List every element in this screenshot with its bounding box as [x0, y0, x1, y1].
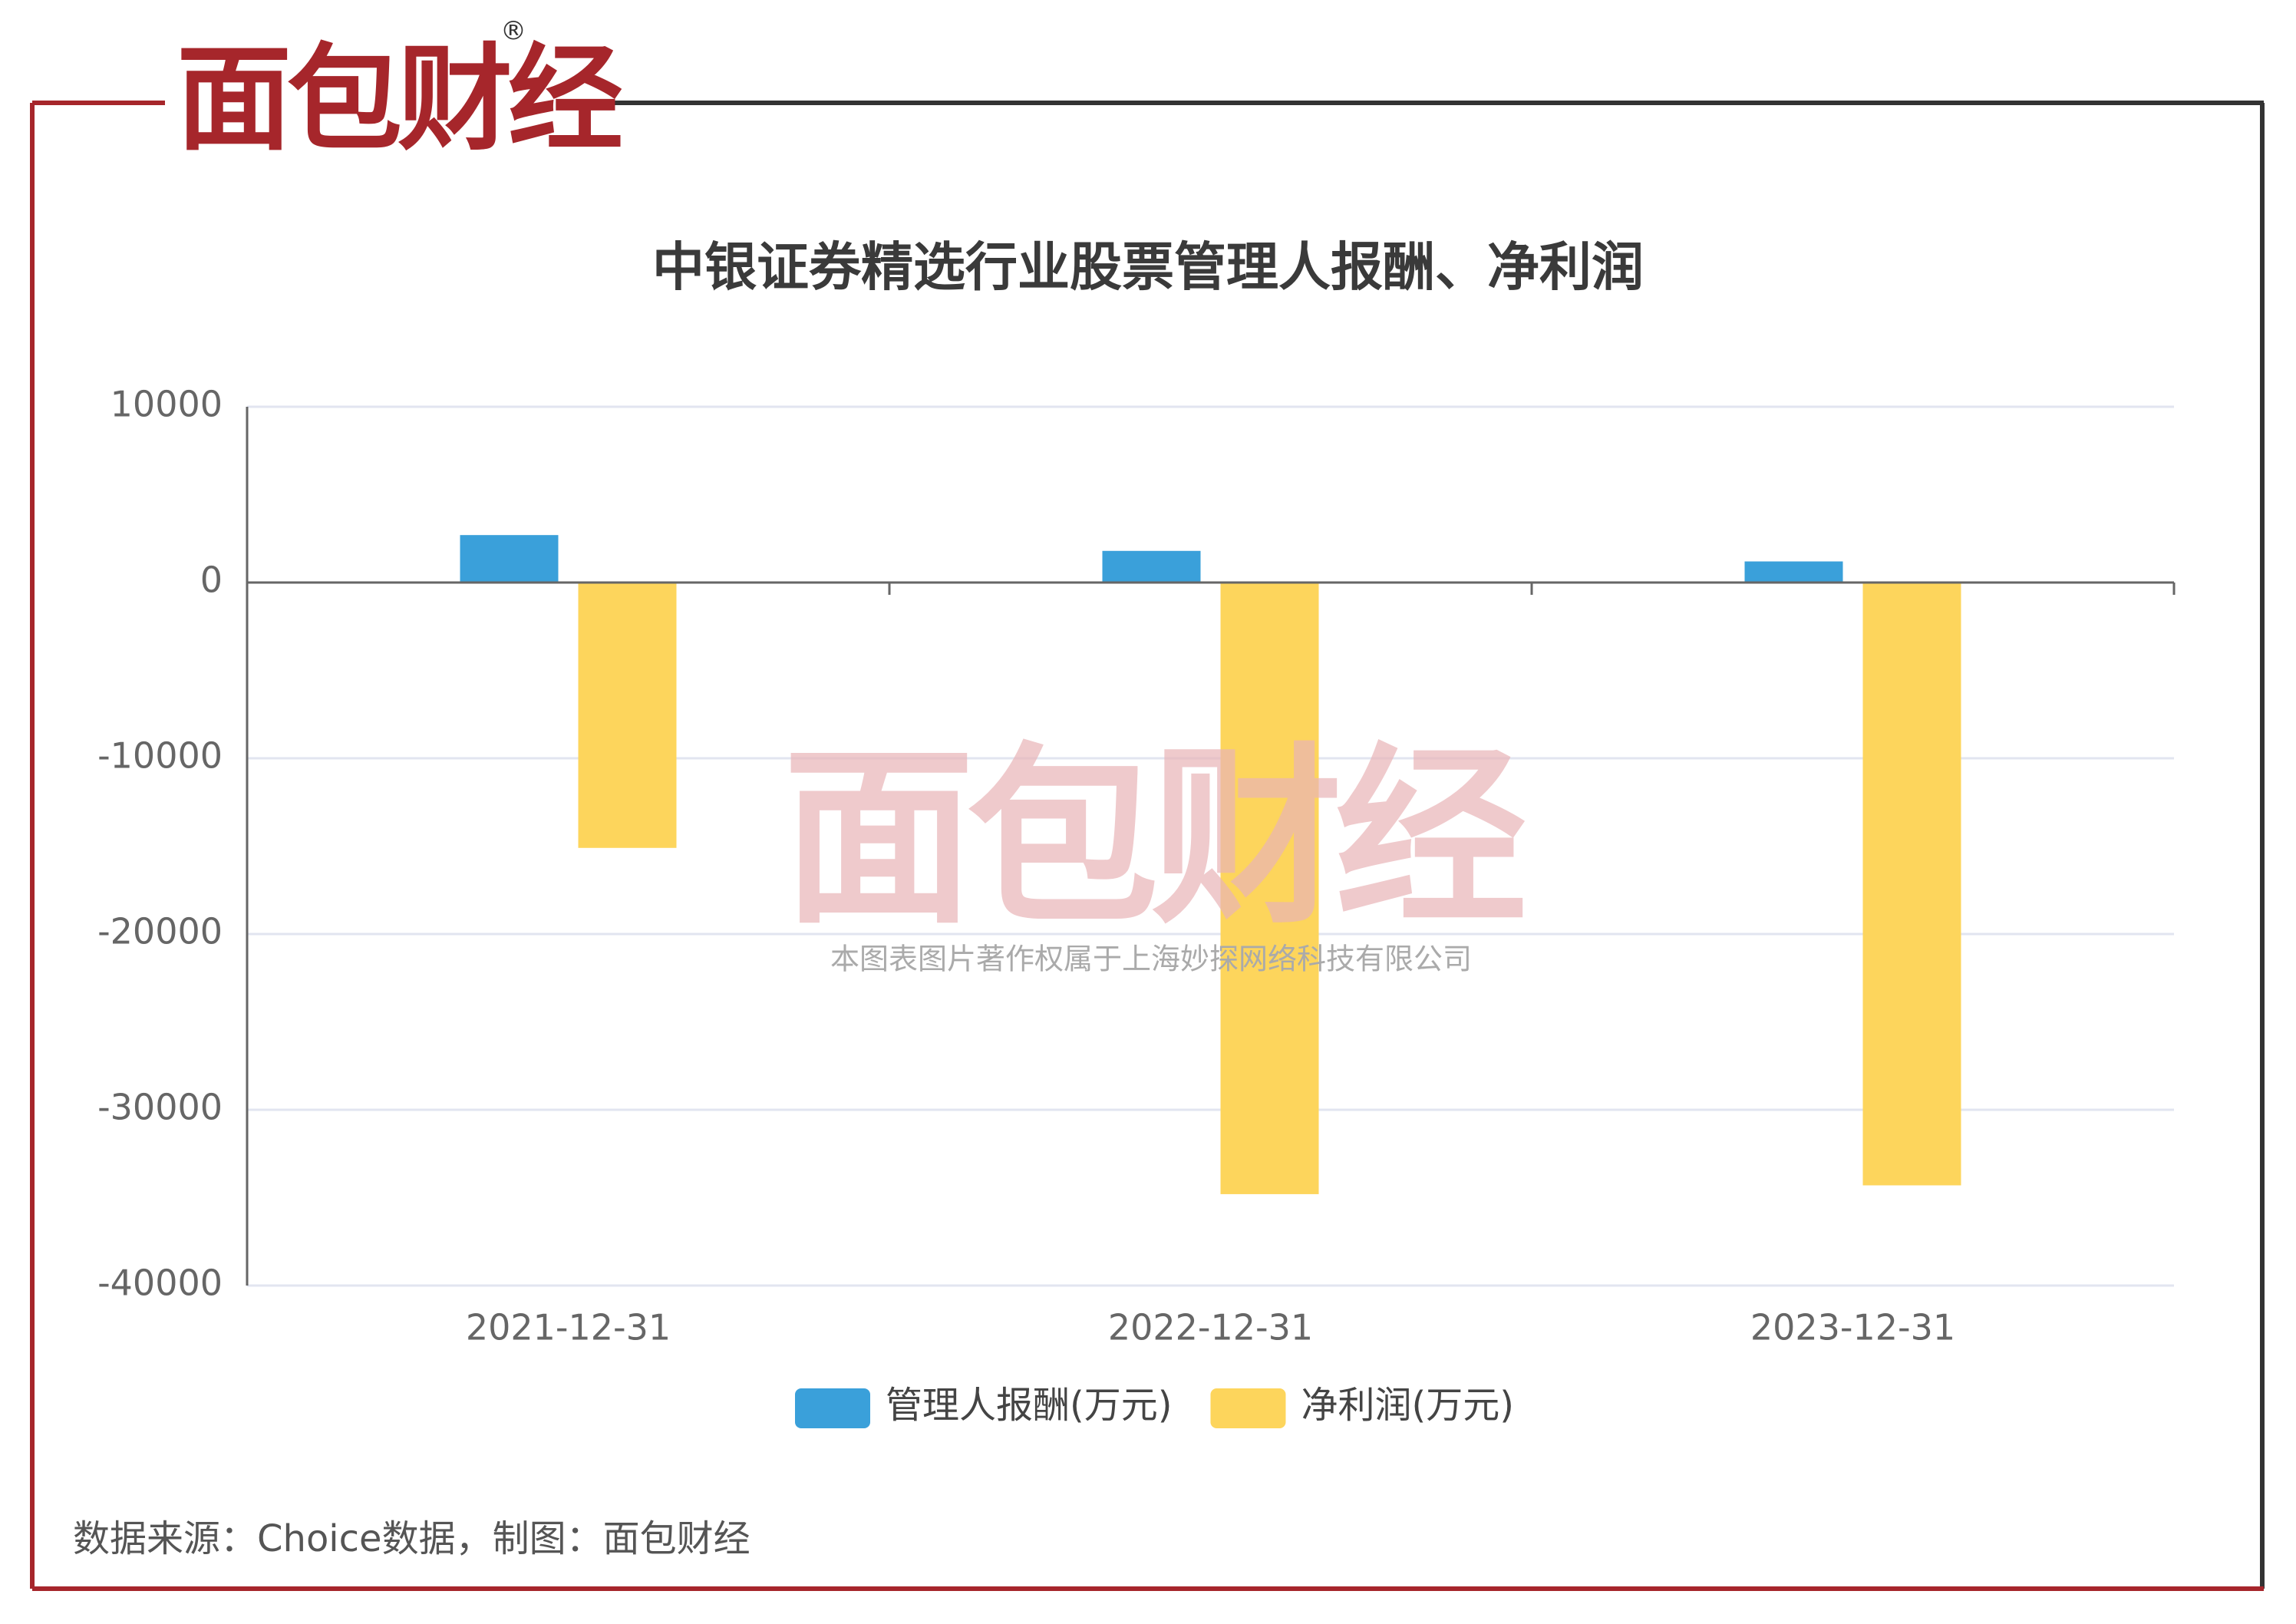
y-tick-label: -40000 — [97, 1263, 223, 1304]
legend-label: 管理人报酬(万元) — [886, 1384, 1172, 1427]
bar — [1102, 550, 1201, 583]
x-tick-label: 2023-12-31 — [1750, 1307, 1955, 1348]
chart-title: 中银证券精选行业股票管理人报酬、净利润 — [652, 238, 1644, 299]
bar — [1862, 583, 1961, 1186]
logo-mark: ® — [500, 16, 526, 47]
legend: 管理人报酬(万元) 净利润(万元) — [795, 1384, 1514, 1428]
x-tick-label: 2021-12-31 — [466, 1307, 671, 1348]
plot: 10000 0 -10000 -20000 -30000 -40000 2021-12-31… — [97, 384, 2176, 1348]
y-tick-label: -10000 — [97, 735, 223, 777]
watermark-logo: 面包财经 — [783, 726, 1526, 949]
legend-swatch — [795, 1388, 870, 1428]
bar — [578, 583, 677, 848]
legend-label: 净利润(万元) — [1301, 1384, 1513, 1427]
x-tick-label: 2022-12-31 — [1108, 1307, 1313, 1348]
y-tick-label: 0 — [200, 559, 223, 601]
y-tick-label: -30000 — [97, 1087, 223, 1128]
y-tick-label: 10000 — [111, 384, 223, 425]
y-tick-label: -20000 — [97, 911, 223, 952]
legend-swatch — [1210, 1388, 1286, 1428]
source-note: 数据来源：Choice数据，制图：面包财经 — [73, 1517, 750, 1560]
watermark-text: 本图表图片著作权属于上海妙探网络科技有限公司 — [830, 942, 1472, 976]
logo: 面包财经 — [176, 33, 622, 167]
bar — [1220, 583, 1319, 1194]
bar — [1744, 561, 1843, 583]
bar — [460, 535, 559, 583]
